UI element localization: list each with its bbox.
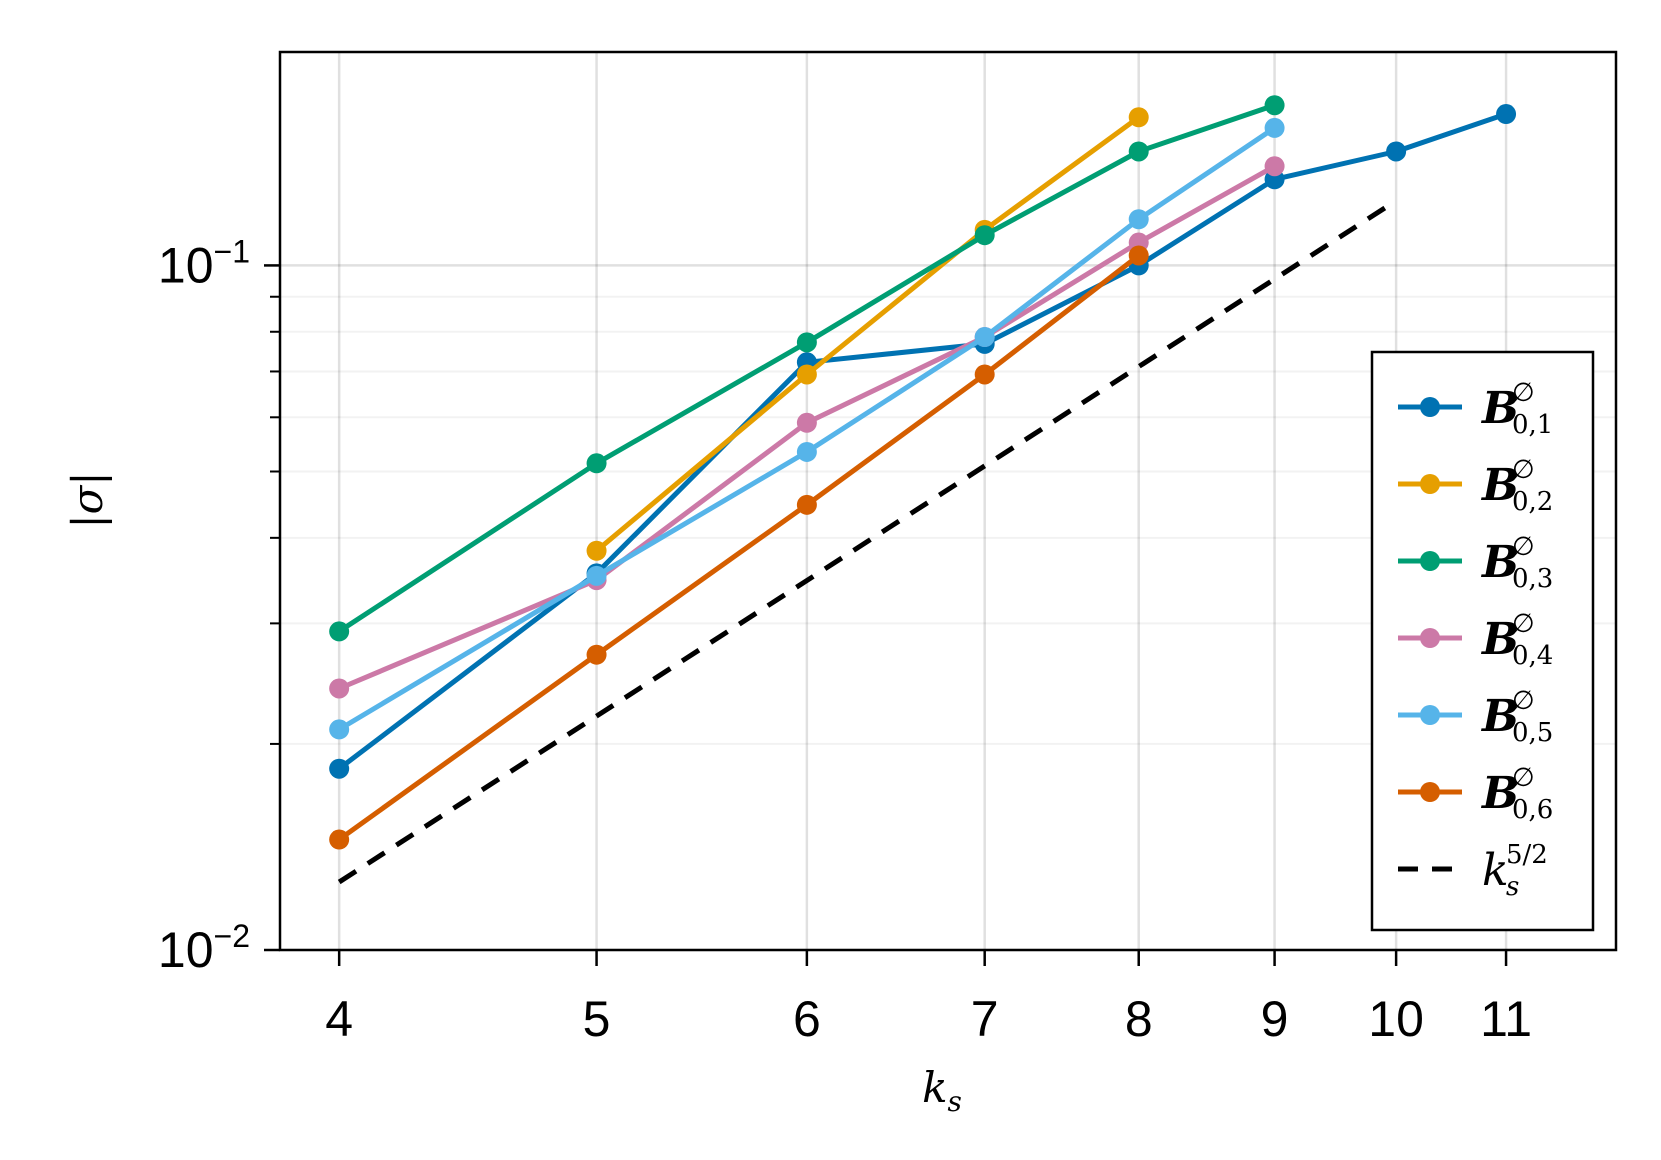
data-point — [1264, 156, 1285, 177]
y-tick-label: 10−2 — [158, 918, 250, 978]
legend-label: B∅ 0,1 — [1480, 378, 1553, 440]
data-point — [329, 719, 350, 740]
legend: B∅ 0,1 B∅ 0,2 B∅ 0,3 B∅ 0,4 B∅ 0,5 B∅ 0,6 k5/2 s — [1370, 350, 1595, 932]
series-line — [338, 164, 1276, 691]
x-tick-label: 10 — [1368, 991, 1424, 1047]
legend-item-6: B∅ 0,6 — [1398, 763, 1553, 825]
x-tick-label: 5 — [583, 991, 611, 1047]
legend-item-2: B∅ 0,2 — [1398, 455, 1553, 517]
series-6 — [329, 245, 1149, 850]
data-point — [329, 829, 350, 850]
data-point — [974, 225, 995, 246]
legend-item-7: k5/2 s — [1398, 840, 1548, 902]
data-point — [1128, 245, 1149, 266]
data-point — [586, 644, 607, 665]
data-point — [1128, 107, 1149, 128]
x-tick-label: 6 — [793, 991, 821, 1047]
x-tick-label: 11 — [1480, 991, 1532, 1047]
data-point — [1386, 141, 1407, 162]
legend-label: B∅ 0,2 — [1480, 455, 1553, 517]
legend-swatch-marker — [1420, 782, 1440, 802]
data-point — [329, 758, 350, 779]
data-point — [1128, 141, 1149, 162]
data-point — [1264, 95, 1285, 116]
legend-item-3: B∅ 0,3 — [1398, 532, 1553, 594]
x-axis-label: ks — [922, 1063, 962, 1118]
legend-label: B∅ 0,4 — [1480, 609, 1553, 671]
legend-swatch-marker — [1420, 551, 1440, 571]
data-point — [329, 621, 350, 642]
data-point — [796, 332, 817, 353]
series-7 — [337, 198, 1398, 885]
series-line — [337, 111, 1507, 771]
x-tick-label: 4 — [325, 991, 353, 1047]
legend-box — [1370, 350, 1595, 932]
series-line — [337, 125, 1276, 732]
data-point — [586, 540, 607, 561]
legend-label: B∅ 0,6 — [1480, 763, 1553, 825]
legend-label: k5/2 s — [1482, 840, 1548, 902]
axis-ticks: 10−2 10−1 4 5 6 7 8 9 10 11 — [158, 233, 1532, 1047]
data-point — [974, 364, 995, 385]
x-tick-label: 7 — [971, 991, 999, 1047]
axes-frame — [278, 50, 1618, 952]
legend-swatch-marker — [1420, 397, 1440, 417]
legend-item-5: B∅ 0,5 — [1398, 686, 1553, 748]
data-point — [586, 565, 607, 586]
data-point — [1264, 117, 1285, 138]
x-tick-label: 8 — [1125, 991, 1153, 1047]
legend-item-4: B∅ 0,4 — [1398, 609, 1553, 671]
data-point — [796, 412, 817, 433]
data-point — [329, 678, 350, 699]
data-point — [796, 441, 817, 462]
y-tick-label: 10−1 — [158, 233, 250, 293]
data-point — [1128, 209, 1149, 230]
legend-label: B∅ 0,5 — [1480, 686, 1553, 748]
data-point — [1496, 104, 1517, 125]
series-line — [337, 102, 1276, 634]
legend-swatch-marker — [1420, 705, 1440, 725]
legend-swatch-marker — [1420, 474, 1440, 494]
series-5 — [329, 117, 1285, 740]
y-axis-label: |σ| — [63, 472, 112, 529]
reference-line — [337, 198, 1398, 885]
data-point — [796, 494, 817, 515]
legend-label: B∅ 0,3 — [1480, 532, 1553, 594]
data-point — [586, 453, 607, 474]
series-line — [594, 115, 1141, 553]
legend-swatch-marker — [1420, 628, 1440, 648]
data-point — [796, 364, 817, 385]
series-3 — [329, 95, 1285, 642]
legend-item-1: B∅ 0,1 — [1398, 378, 1553, 440]
data-point — [974, 327, 995, 348]
x-tick-label: 9 — [1261, 991, 1289, 1047]
plot-area — [329, 95, 1517, 885]
